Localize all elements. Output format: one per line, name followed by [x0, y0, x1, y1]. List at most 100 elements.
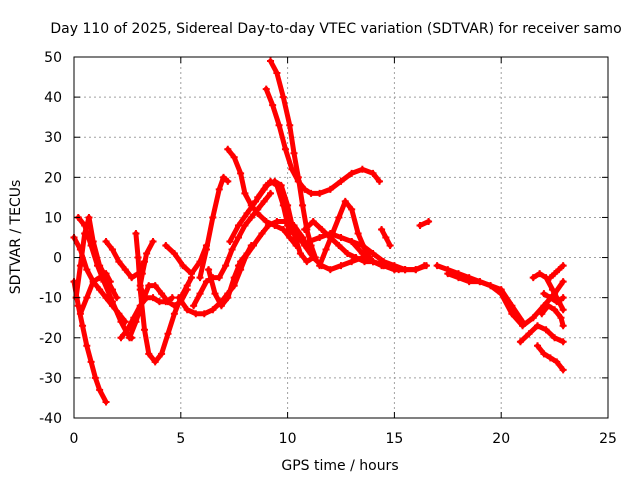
data-point	[258, 229, 266, 237]
series-arc-35	[540, 290, 567, 306]
data-point	[254, 209, 262, 217]
data-point	[262, 181, 270, 189]
data-point	[96, 274, 104, 282]
data-point	[162, 242, 170, 250]
data-point	[352, 254, 360, 262]
data-point	[301, 242, 309, 250]
y-tick-label: -30	[39, 371, 62, 387]
data-point	[284, 201, 292, 209]
data-point	[348, 258, 356, 266]
data-point	[476, 278, 484, 286]
data-point	[369, 258, 377, 266]
data-point	[121, 266, 129, 274]
data-point	[138, 270, 146, 278]
data-point	[209, 306, 217, 314]
x-axis-label: GPS time / hours	[281, 458, 398, 474]
data-point	[559, 278, 567, 286]
data-point	[508, 302, 516, 310]
data-point	[76, 310, 84, 318]
data-point	[230, 153, 238, 161]
data-point	[294, 173, 302, 181]
data-point	[262, 217, 270, 225]
data-point	[100, 278, 108, 286]
data-point	[83, 294, 91, 302]
data-point	[102, 238, 110, 246]
data-point	[83, 266, 91, 274]
data-point	[200, 310, 208, 318]
data-point	[89, 278, 97, 286]
data-point	[548, 286, 556, 294]
data-point	[140, 326, 148, 334]
data-point	[380, 262, 388, 270]
data-point	[275, 121, 283, 129]
data-point	[132, 229, 140, 237]
data-point	[190, 302, 198, 310]
data-point	[273, 69, 281, 77]
data-point	[217, 302, 225, 310]
data-point	[559, 322, 567, 330]
data-point	[559, 262, 567, 270]
data-point	[301, 225, 309, 233]
data-series	[70, 57, 567, 406]
series-arc-28	[416, 217, 433, 229]
data-point	[254, 193, 262, 201]
data-point	[132, 318, 140, 326]
data-point	[241, 189, 249, 197]
data-point	[277, 181, 285, 189]
data-point	[140, 294, 148, 302]
data-point	[309, 217, 317, 225]
data-point	[299, 201, 307, 209]
data-point	[205, 266, 213, 274]
data-point	[454, 274, 462, 282]
y-tick-label: -40	[39, 411, 62, 427]
data-point	[83, 342, 91, 350]
data-point	[519, 318, 527, 326]
data-point	[247, 213, 255, 221]
data-point	[209, 274, 217, 282]
data-point	[87, 242, 95, 250]
data-point	[360, 258, 368, 266]
data-point	[375, 177, 383, 185]
data-point	[117, 318, 125, 326]
data-point	[382, 234, 390, 241]
data-point	[179, 262, 187, 270]
x-tick-label: 20	[492, 431, 510, 447]
data-point	[416, 221, 424, 229]
data-point	[234, 221, 242, 229]
data-point	[553, 358, 561, 366]
series-line	[163, 243, 209, 277]
data-point	[76, 262, 84, 270]
data-point	[106, 278, 114, 286]
data-point	[508, 310, 516, 318]
data-point	[115, 258, 123, 266]
data-point	[192, 310, 200, 318]
series-line	[71, 279, 109, 405]
data-point	[425, 217, 433, 225]
data-point	[296, 250, 304, 258]
data-point	[222, 262, 230, 270]
series-line	[541, 291, 566, 305]
data-point	[292, 229, 300, 237]
series-line	[197, 174, 231, 281]
series-arc-33	[534, 342, 567, 374]
data-point	[230, 274, 238, 282]
data-point	[211, 290, 219, 298]
data-point	[444, 270, 452, 278]
data-point	[326, 185, 334, 193]
data-point	[158, 350, 166, 358]
data-point	[249, 242, 257, 250]
data-point	[220, 173, 228, 181]
data-point	[516, 338, 524, 346]
series-arc-25	[305, 229, 409, 274]
axis-ticks: 0 5 10 15 20 25 -40 -30 -20 -10 0 10 20 30 40 50	[39, 50, 617, 447]
series-arc-26	[348, 238, 430, 274]
data-point	[81, 221, 89, 229]
data-point	[164, 330, 172, 338]
y-tick-label: 40	[44, 90, 62, 106]
data-point	[348, 169, 356, 177]
data-point	[271, 177, 279, 185]
data-point	[145, 350, 153, 358]
y-axis-label: SDTVAR / TECUs	[8, 180, 24, 295]
data-point	[540, 290, 548, 298]
